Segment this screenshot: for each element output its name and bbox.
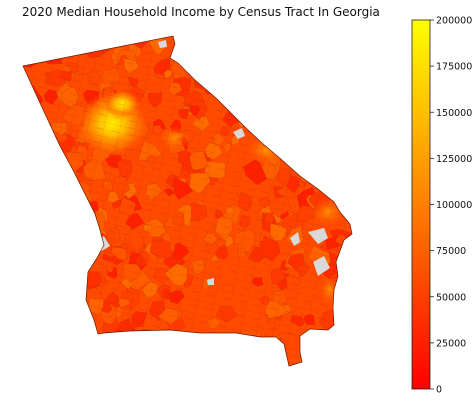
missing-tract-7: [158, 40, 167, 48]
map-title: 2020 Median Household Income by Census T…: [22, 5, 380, 19]
state-outline: [22, 35, 353, 367]
colorbar-tick-label: 25000: [436, 338, 466, 349]
colorbar-tick-label: 175000: [436, 62, 472, 73]
colorbar-ticks: 0 25000 50000 75000 100000 125000 150000 175000…: [430, 16, 472, 396]
colorbar-tick-label: 150000: [436, 108, 472, 119]
colorbar-tick-label: 200000: [436, 16, 472, 27]
missing-tract-1: [233, 128, 245, 139]
missing-tract-5: [313, 256, 330, 276]
colorbar-tick-label: 125000: [436, 154, 472, 165]
missing-tract-6: [207, 278, 214, 285]
missing-tract-4: [308, 228, 328, 244]
colorbar-bar: [411, 19, 431, 390]
colorbar-tick-label: 50000: [436, 292, 466, 303]
colorbar-tick-label: 75000: [436, 246, 466, 257]
colorbar-tick-label: 0: [436, 385, 442, 396]
colorbar-tick-label: 100000: [436, 200, 472, 211]
missing-tract-3: [290, 232, 300, 246]
